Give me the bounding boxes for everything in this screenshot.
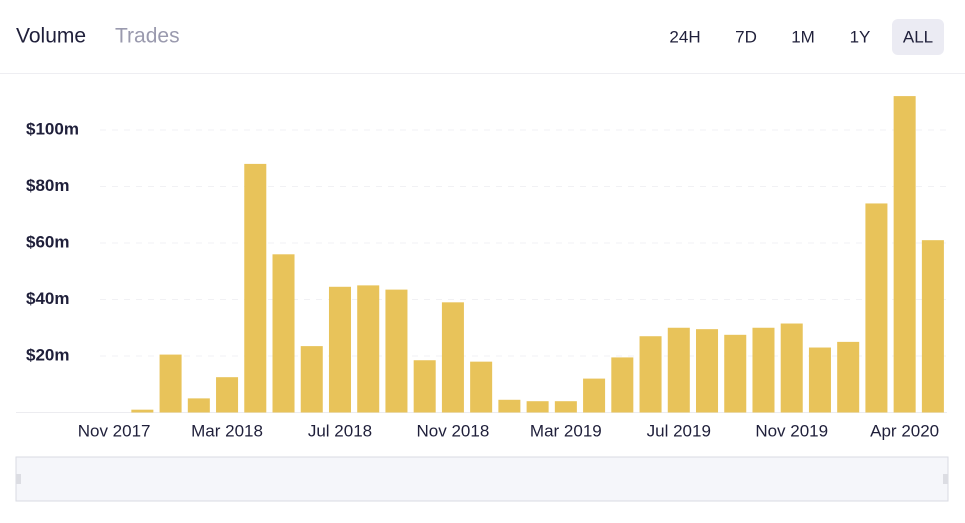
bar	[667, 327, 690, 413]
x-tick-label: Mar 2018	[191, 421, 263, 440]
bar	[921, 240, 944, 413]
x-tick-label: Nov 2017	[78, 421, 151, 440]
bar	[216, 377, 239, 413]
x-tick-label: Jul 2019	[647, 421, 711, 440]
bar	[385, 289, 408, 413]
bar	[159, 354, 182, 413]
bar	[837, 341, 860, 413]
range-button[interactable]: 24H	[669, 27, 700, 46]
bar	[441, 302, 464, 413]
tab[interactable]: Trades	[115, 25, 180, 48]
y-tick-label: $60m	[26, 232, 69, 251]
bar	[583, 378, 606, 413]
bar	[639, 336, 662, 413]
range-button[interactable]: 7D	[735, 27, 757, 46]
range-button[interactable]: 1M	[791, 27, 815, 46]
bar	[780, 323, 803, 413]
x-tick-label: Apr 2020	[870, 421, 939, 440]
bar	[470, 361, 493, 413]
bar	[300, 346, 323, 413]
bar	[808, 347, 831, 413]
y-tick-label: $80m	[26, 176, 69, 195]
bar	[328, 286, 351, 413]
range-button-active[interactable]	[892, 19, 944, 55]
y-tick-label: $100m	[26, 119, 79, 138]
bar	[244, 163, 267, 413]
bar	[526, 401, 549, 413]
bar	[498, 399, 521, 413]
bar	[724, 334, 747, 413]
bar	[131, 409, 154, 413]
bar	[413, 360, 436, 413]
x-tick-label: Mar 2019	[530, 421, 602, 440]
x-tick-label: Jul 2018	[308, 421, 372, 440]
bar	[554, 401, 577, 413]
bar	[865, 203, 888, 413]
y-tick-label: $20m	[26, 345, 69, 364]
bar	[893, 96, 916, 413]
bar	[611, 357, 634, 413]
range-button[interactable]: 1Y	[850, 27, 871, 46]
bar	[752, 327, 775, 413]
tab[interactable]: Volume	[16, 25, 86, 48]
scroller-handle[interactable]	[943, 474, 948, 484]
scroller-handle[interactable]	[16, 474, 21, 484]
x-tick-label: Nov 2019	[755, 421, 828, 440]
bar	[272, 254, 295, 413]
range-scroller[interactable]	[15, 456, 949, 502]
bar	[357, 285, 380, 413]
bar	[696, 329, 719, 413]
bar	[187, 398, 210, 413]
x-tick-label: Nov 2018	[417, 421, 490, 440]
y-tick-label: $40m	[26, 289, 69, 308]
range-button[interactable]: ALL	[903, 27, 933, 46]
